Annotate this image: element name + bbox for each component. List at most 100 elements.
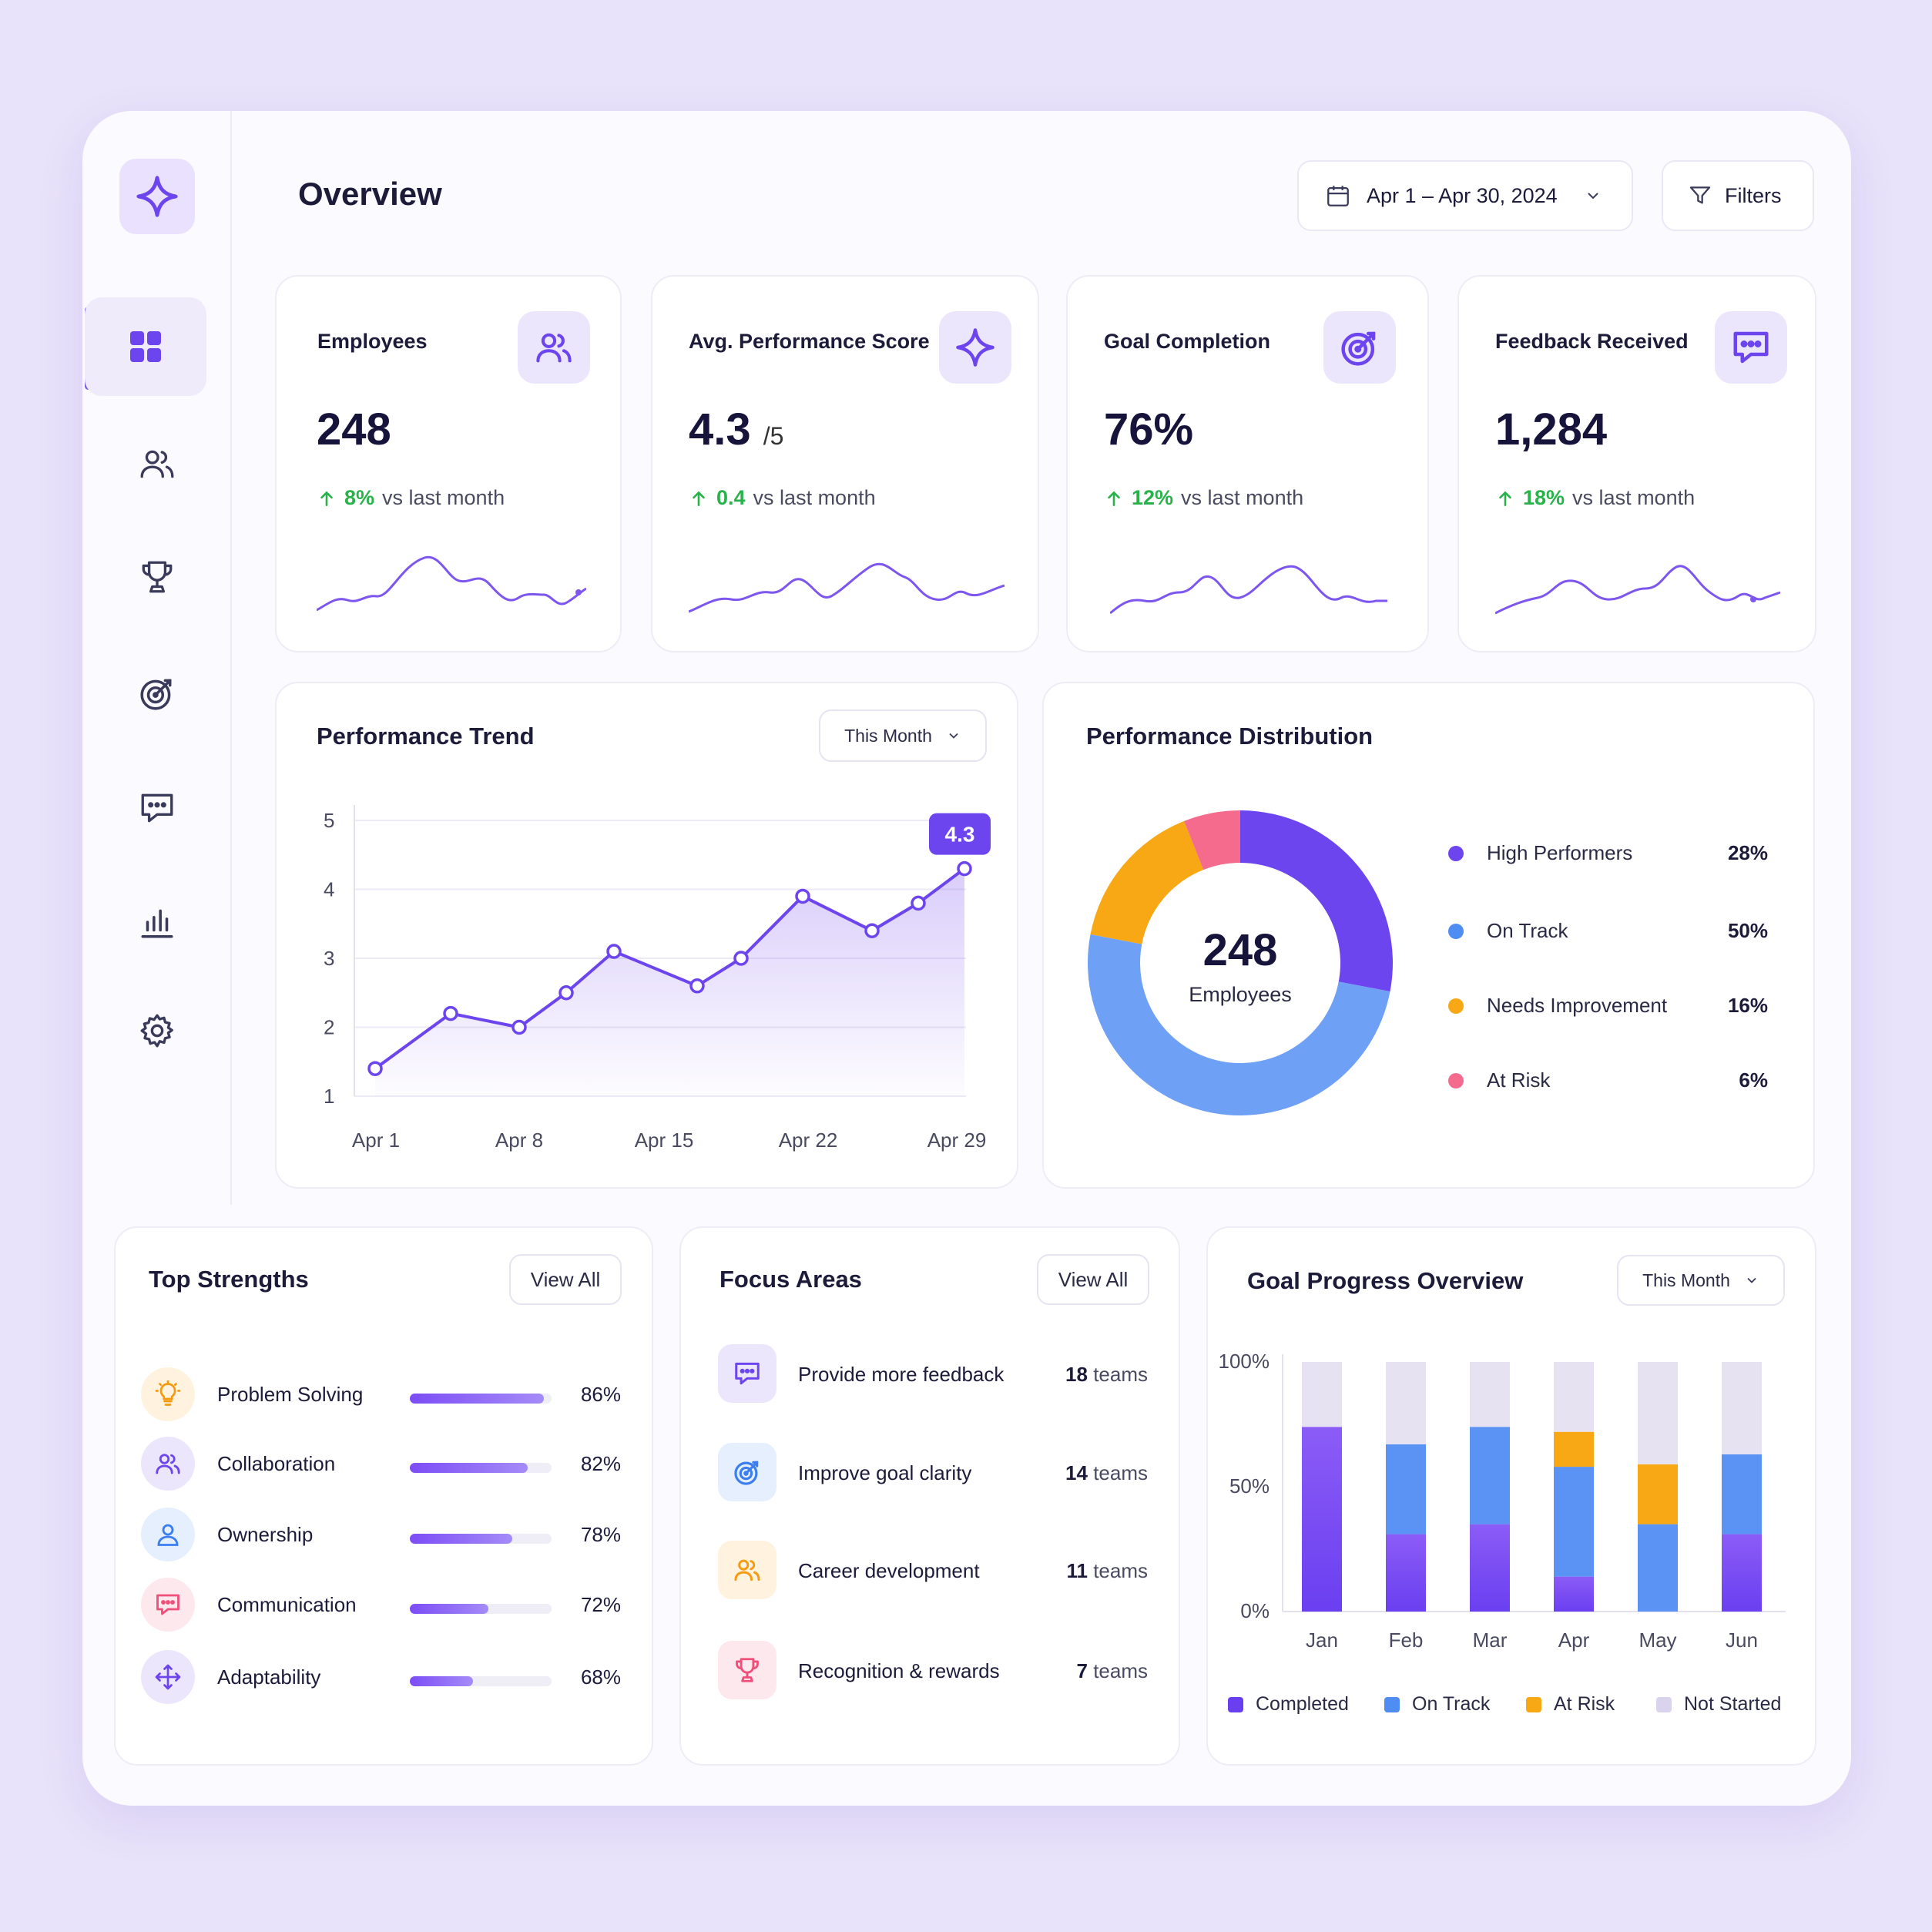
trend-value-badge — [929, 813, 991, 855]
bar-segment[interactable] — [1638, 1464, 1678, 1524]
bar-segment[interactable] — [1470, 1524, 1510, 1612]
donut-slice[interactable] — [1240, 810, 1393, 992]
bar-segment[interactable] — [1386, 1534, 1426, 1612]
kpi-value-suffix: /5 — [763, 422, 784, 450]
chevron-down-icon — [1747, 1277, 1756, 1283]
kpi-icon-wrap — [518, 311, 590, 384]
kpi-icon-wrap — [1323, 311, 1396, 384]
trend-point[interactable] — [606, 944, 622, 959]
sidebar-item-goals[interactable] — [119, 656, 195, 731]
trend-point[interactable] — [733, 951, 749, 966]
trend-point[interactable] — [512, 1019, 527, 1035]
bar-segment[interactable] — [1470, 1427, 1510, 1524]
message-icon — [718, 1344, 776, 1403]
user-icon — [141, 1508, 195, 1561]
trend-point[interactable] — [864, 923, 880, 938]
filters-label: Filters — [1725, 183, 1782, 207]
sidebar-item-dashboard[interactable] — [85, 297, 206, 396]
bar-segment[interactable] — [1554, 1431, 1594, 1467]
target-icon — [1341, 331, 1376, 366]
strengths-view-all-button[interactable]: View All — [509, 1254, 622, 1305]
chevron-down-icon — [1587, 193, 1598, 200]
bar-segment[interactable] — [1722, 1454, 1762, 1535]
focus-count-unit: teams — [1087, 1559, 1148, 1582]
sidebar-item-reports[interactable] — [119, 884, 195, 960]
kpi-value-number: 4.3 — [689, 404, 751, 454]
bar-segment[interactable] — [1638, 1524, 1678, 1612]
kpi-card-employees: Employees 248 8% vs last month — [275, 275, 622, 652]
strength-value: 72% — [580, 1593, 621, 1616]
x-tick-label: Mar — [1473, 1628, 1508, 1652]
sidebar-item-people[interactable] — [119, 426, 195, 501]
focus-label[interactable]: Recognition & rewards — [798, 1659, 1000, 1682]
filters-button[interactable]: Filters — [1662, 160, 1814, 231]
focus-count-unit: teams — [1087, 1461, 1148, 1484]
strength-bar-track — [410, 1394, 552, 1404]
legend-label: At Risk — [1554, 1693, 1615, 1715]
focus-count: 18 teams — [1025, 1363, 1148, 1387]
legend-value: 28% — [1727, 841, 1768, 864]
strength-value: 68% — [580, 1665, 621, 1689]
sidebar-item-awards[interactable] — [119, 539, 195, 615]
focus-label[interactable]: Improve goal clarity — [798, 1461, 972, 1484]
bar-segment[interactable] — [1386, 1444, 1426, 1535]
section-title: Focus Areas — [719, 1266, 862, 1293]
trend-period-dropdown[interactable]: This Month — [819, 709, 987, 762]
kpi-delta-text: vs last month — [1181, 486, 1304, 509]
donut-slice[interactable] — [1090, 820, 1204, 944]
kpi-label: Goal Completion — [1104, 330, 1270, 353]
trophy-icon — [142, 561, 173, 593]
bar-segment[interactable] — [1470, 1362, 1510, 1427]
x-tick-label: Feb — [1389, 1628, 1424, 1652]
focus-view-all-button[interactable]: View All — [1037, 1254, 1149, 1305]
trend-point[interactable] — [957, 860, 972, 877]
focus-count-number: 14 — [1065, 1461, 1088, 1484]
bar-segment[interactable] — [1386, 1362, 1426, 1444]
top-strengths-card — [114, 1226, 653, 1766]
filter-icon — [1689, 186, 1711, 204]
trend-point[interactable] — [911, 895, 926, 911]
app-logo[interactable] — [119, 159, 195, 234]
trend-point[interactable] — [367, 1061, 383, 1076]
strength-bar-fill — [410, 1676, 473, 1686]
performance-trend-chart: 1 2 3 4 5 4.3 Apr 1 Apr 8 Apr 15 Apr 22 Apr 29 — [324, 805, 991, 1152]
bar-segment[interactable] — [1554, 1467, 1594, 1577]
trend-point[interactable] — [795, 888, 810, 904]
kpi-delta-value: 18% — [1523, 486, 1565, 509]
sparkle-logo-icon — [136, 176, 178, 217]
focus-count-unit: teams — [1087, 1363, 1148, 1386]
kpi-delta-value: 8% — [344, 486, 375, 509]
kpi-delta-text: vs last month — [753, 486, 876, 509]
bar-segment[interactable] — [1554, 1362, 1594, 1432]
y-tick-label: 0% — [1240, 1599, 1270, 1622]
target-icon — [718, 1443, 776, 1501]
trend-point[interactable] — [443, 1005, 458, 1021]
legend-swatch — [1384, 1696, 1400, 1712]
trend-point[interactable] — [689, 978, 705, 994]
users-icon — [718, 1541, 776, 1599]
bar-segment[interactable] — [1302, 1362, 1342, 1427]
bar-segment[interactable] — [1638, 1362, 1678, 1464]
date-range-picker[interactable]: Apr 1 – Apr 30, 2024 — [1297, 160, 1633, 231]
kpi-value-number: 76% — [1104, 404, 1194, 454]
trend-point[interactable] — [558, 985, 574, 1001]
focus-label[interactable]: Career development — [798, 1559, 980, 1582]
strength-bar-track — [410, 1676, 552, 1686]
sidebar-item-feedback[interactable] — [119, 770, 195, 846]
donut-slice[interactable] — [1184, 810, 1240, 870]
sidebar-item-settings[interactable] — [119, 993, 195, 1068]
legend-value: 6% — [1739, 1068, 1768, 1092]
focus-label[interactable]: Provide more feedback — [798, 1363, 1005, 1386]
bar-segment[interactable] — [1554, 1576, 1594, 1612]
donut-slice[interactable] — [1088, 934, 1390, 1115]
arrow-up-icon — [693, 491, 705, 506]
view-all-label: View All — [1058, 1267, 1129, 1291]
kpi-card-feedback: Feedback Received 1,284 18% vs last mont… — [1457, 275, 1816, 652]
strength-bar-fill — [410, 1604, 489, 1614]
bar-segment[interactable] — [1722, 1534, 1762, 1612]
arrow-up-icon — [320, 491, 333, 506]
trophy-icon — [718, 1641, 776, 1699]
goals-period-dropdown[interactable]: This Month — [1617, 1255, 1785, 1306]
bar-segment[interactable] — [1302, 1427, 1342, 1612]
bar-segment[interactable] — [1722, 1362, 1762, 1454]
